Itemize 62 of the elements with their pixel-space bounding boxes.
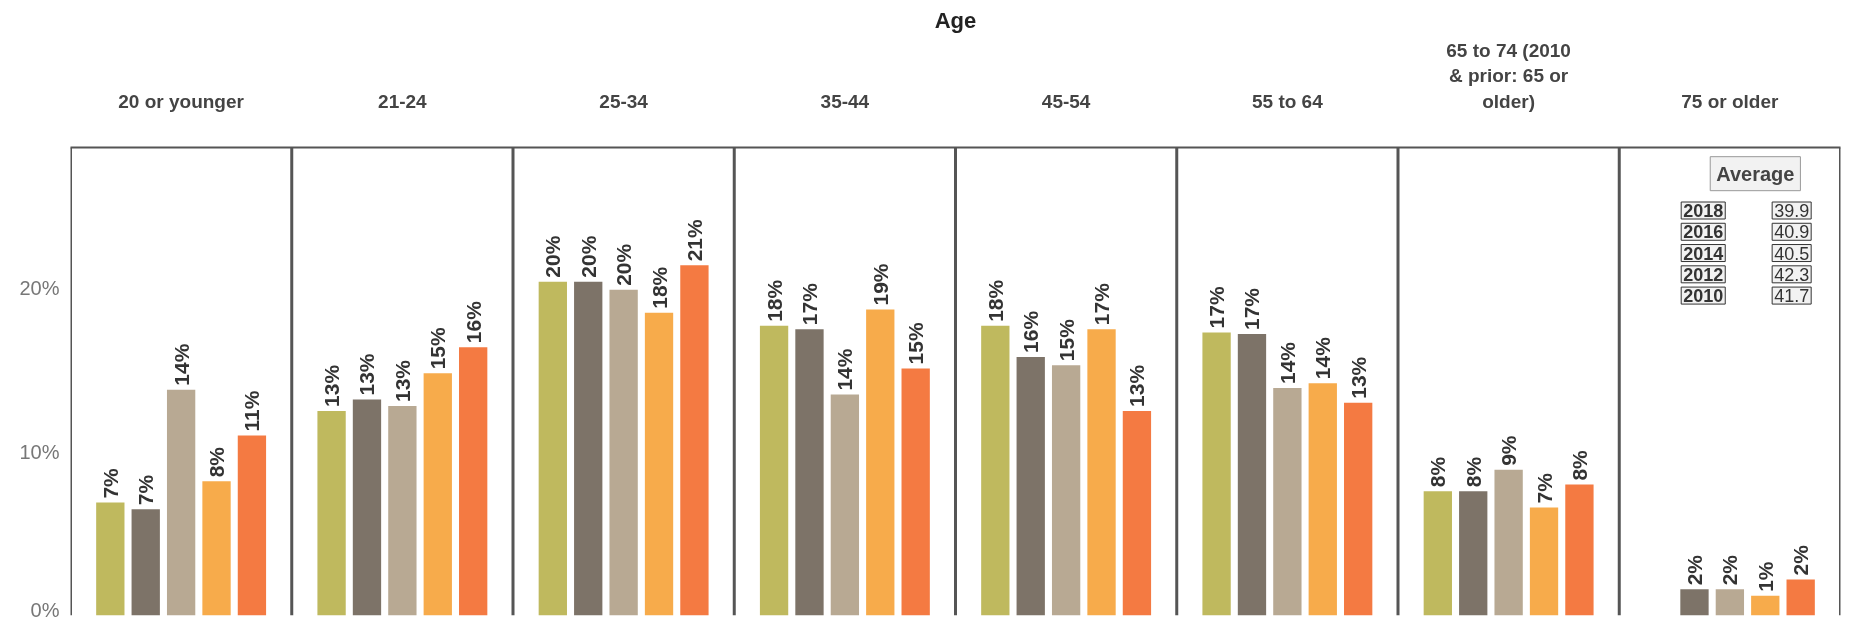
data-label: 7% [134,474,158,506]
data-label: 15% [904,322,928,365]
annotation: Average [1716,162,1795,185]
data-label: 13% [1125,364,1149,407]
data-label: 21% [682,218,706,262]
annotation: 40.9 [1774,222,1810,243]
data-label: 13% [390,359,414,403]
data-label: 17% [1205,286,1229,329]
data-label: 13% [320,364,344,407]
data-label: 17% [797,282,821,326]
data-label: 18% [647,266,671,309]
data-label: 20% [612,243,636,286]
data-label: 1% [1753,561,1777,592]
data-label: 13% [1346,356,1370,399]
x-tick-label: 35-44 [820,90,870,112]
y-tick-label: 10% [19,440,60,463]
y-tick-label: 20% [19,277,60,300]
data-label: 16% [461,300,485,344]
data-label: 2% [1718,554,1742,586]
x-tick-label: 65 to 74 (2010 & prior: 65 or older) [1446,40,1571,112]
data-label: 18% [762,279,786,322]
annotation: 2010 [1683,286,1724,307]
data-label: 9% [1497,435,1521,466]
annotation: 41.7 [1774,286,1810,307]
data-label: 17% [1090,282,1114,326]
data-label: 7% [98,467,122,499]
annotation: 2018 [1683,201,1724,221]
data-label: 20% [576,235,600,278]
data-label: 19% [868,263,892,306]
x-tick-label: 75 or older [1681,90,1780,112]
data-label: 8% [1461,456,1485,488]
y-tick-label: 0% [30,598,60,621]
annotation: 39.9 [1774,201,1810,221]
data-label: 13% [355,353,379,396]
data-label: 14% [1275,341,1299,385]
annotation: 2016 [1683,222,1724,243]
data-label: 8% [1567,449,1591,481]
data-label: 14% [169,343,193,386]
annotation: 40.5 [1774,243,1810,264]
annotation: 2012 [1683,264,1724,285]
data-label: 8% [205,446,229,478]
chart-title: Age [934,7,977,33]
data-label: 14% [1311,336,1335,380]
data-label: 7% [1532,472,1556,504]
data-label: 15% [426,326,450,370]
x-tick-label: 20 or younger [118,90,245,112]
x-tick-label: 21-24 [378,90,428,112]
annotation: 2014 [1683,243,1724,264]
data-label: 17% [1240,287,1264,331]
data-label: 2% [1682,554,1706,586]
x-tick-label: 25-34 [599,90,649,112]
data-label: 14% [833,348,857,391]
data-label: 2% [1789,544,1813,576]
x-tick-label: 55 to 64 [1252,90,1324,112]
data-label: 18% [983,279,1007,322]
data-label: 16% [1019,310,1043,353]
data-label: 11% [240,390,264,432]
annotation: 42.3 [1774,264,1810,285]
x-tick-label: 45-54 [1041,90,1091,112]
data-label: 20% [541,235,565,278]
data-label: 15% [1054,318,1078,362]
data-label: 8% [1426,456,1450,488]
